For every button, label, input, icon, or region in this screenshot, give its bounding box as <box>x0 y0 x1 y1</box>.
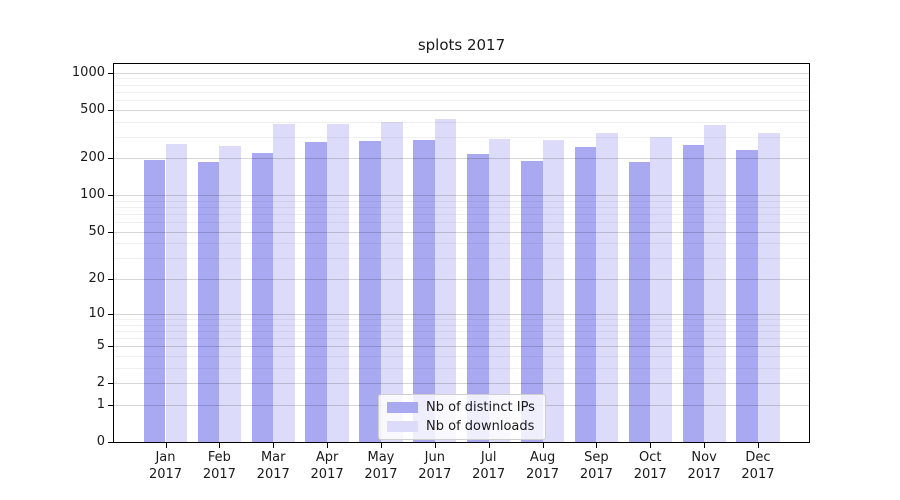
bar-downloads <box>650 136 672 442</box>
bar-downloads <box>273 124 295 442</box>
bar-distinct-ips <box>682 145 705 442</box>
bar-distinct-ips <box>359 140 381 442</box>
bar-downloads <box>542 139 565 442</box>
y-tick-mark <box>108 158 113 160</box>
bar-distinct-ips <box>736 150 758 442</box>
y-tick-label: 5 <box>96 338 105 354</box>
legend: Nb of distinct IPs Nb of downloads <box>378 394 546 440</box>
x-tick-label: Feb 2017 <box>202 450 236 482</box>
y-tick-mark <box>108 442 113 443</box>
y-tick-label: 20 <box>88 271 105 287</box>
bar-distinct-ips <box>305 142 328 442</box>
bar-downloads <box>165 143 188 442</box>
x-tick-mark <box>650 443 652 448</box>
y-tick-mark <box>108 72 113 74</box>
legend-item-downloads: Nb of downloads <box>387 419 537 434</box>
bar-distinct-ips <box>467 154 489 442</box>
legend-item-distinct-ips: Nb of distinct IPs <box>387 400 537 415</box>
x-tick-mark <box>380 443 382 448</box>
x-tick-label: Jul 2017 <box>472 450 506 482</box>
bar-downloads <box>704 124 726 442</box>
bars-layer <box>114 64 809 442</box>
x-tick-mark <box>488 443 490 448</box>
x-tick-label: Jun 2017 <box>418 450 452 482</box>
bar-distinct-ips <box>251 152 274 442</box>
y-tick-label: 50 <box>88 223 105 239</box>
bar-downloads <box>327 124 349 442</box>
x-tick-mark <box>757 443 759 448</box>
bar-distinct-ips <box>413 139 435 442</box>
x-tick-mark <box>434 443 436 448</box>
bar-downloads <box>380 121 403 442</box>
x-tick-label: May 2017 <box>364 450 398 482</box>
y-tick-mark <box>108 195 113 197</box>
y-tick-mark <box>108 383 113 385</box>
y-tick-label: 10 <box>88 305 105 321</box>
x-tick-mark <box>219 443 221 448</box>
y-tick-mark <box>108 231 113 233</box>
x-tick-label: Sep 2017 <box>579 450 613 482</box>
bar-downloads <box>757 133 780 442</box>
y-tick-label: 1000 <box>71 64 105 80</box>
x-tick-label: Oct 2017 <box>633 450 667 482</box>
x-tick-mark <box>596 443 598 448</box>
bar-downloads <box>488 138 511 442</box>
x-tick-label: Apr 2017 <box>310 450 344 482</box>
legend-label-downloads: Nb of downloads <box>426 419 535 434</box>
x-tick-label: Jan 2017 <box>148 450 183 482</box>
bar-distinct-ips <box>520 161 543 442</box>
plot-area <box>113 63 810 443</box>
y-tick-mark <box>108 109 113 111</box>
y-tick-label: 500 <box>80 101 105 117</box>
y-tick-label: 2 <box>96 375 105 391</box>
bar-downloads <box>219 145 241 442</box>
bar-distinct-ips <box>574 146 597 442</box>
legend-swatch-distinct-ips <box>387 402 418 413</box>
y-tick-mark <box>108 313 113 315</box>
x-tick-mark <box>273 443 275 448</box>
y-tick-mark <box>108 404 113 406</box>
bar-distinct-ips <box>143 160 166 442</box>
x-tick-label: Mar 2017 <box>256 450 290 482</box>
bar-distinct-ips <box>628 161 651 442</box>
x-tick-label: Aug 2017 <box>525 450 560 482</box>
y-tick-label: 0 <box>96 434 105 449</box>
legend-swatch-downloads <box>387 421 418 432</box>
y-tick-label: 1 <box>96 396 105 412</box>
y-tick-mark <box>108 279 113 281</box>
bar-distinct-ips <box>197 162 220 442</box>
y-tick-label: 200 <box>80 150 105 166</box>
x-tick-mark <box>704 443 706 448</box>
bar-downloads <box>434 119 457 442</box>
x-tick-mark <box>165 443 167 448</box>
x-tick-label: Nov 2017 <box>687 450 721 482</box>
legend-label-distinct-ips: Nb of distinct IPs <box>426 400 535 415</box>
x-tick-label: Dec 2017 <box>741 450 775 482</box>
bar-downloads <box>596 132 618 442</box>
chart-title: splots 2017 <box>417 36 506 54</box>
x-tick-mark <box>327 443 329 448</box>
y-tick-label: 100 <box>80 187 105 203</box>
y-tick-mark <box>108 346 113 348</box>
x-tick-mark <box>542 443 544 448</box>
